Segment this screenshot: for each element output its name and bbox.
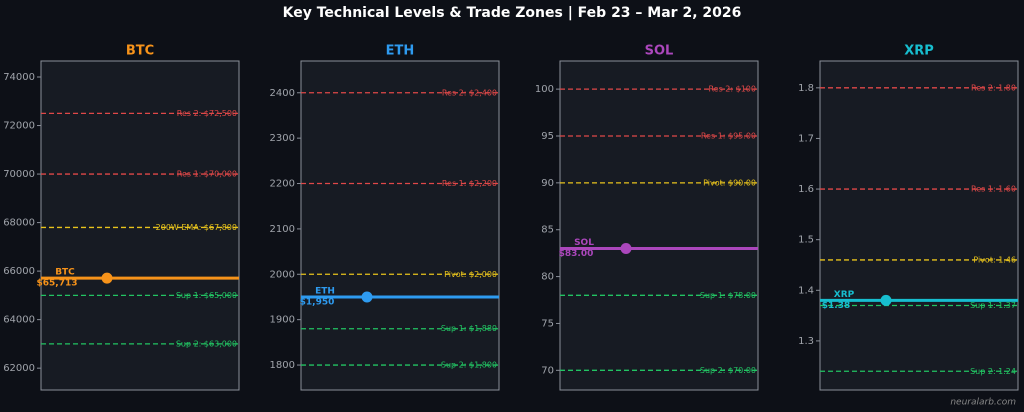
y-tick-label: 66000 xyxy=(3,266,35,277)
price-value: $1.38 xyxy=(822,301,850,311)
y-tick-label: 1.4 xyxy=(798,285,814,296)
y-tick-label: 2000 xyxy=(270,269,295,280)
y-tick-label: 70 xyxy=(541,365,554,376)
price-value: $83.00 xyxy=(559,249,594,259)
level-label: Pivot: 1.46 xyxy=(973,255,1016,264)
y-tick-label: 80 xyxy=(541,272,554,283)
price-name: SOL xyxy=(574,238,594,248)
price-name: ETH xyxy=(315,286,335,296)
y-tick-label: 62000 xyxy=(3,363,35,374)
y-tick-label: 1.8 xyxy=(798,83,814,94)
price-dot xyxy=(880,294,892,306)
y-tick-label: 100 xyxy=(535,84,554,95)
main-title: Key Technical Levels & Trade Zones | Feb… xyxy=(283,5,742,21)
y-tick-label: 2300 xyxy=(270,133,295,144)
level-label: Sup 2: $63,000 xyxy=(176,339,237,348)
y-tick-label: 95 xyxy=(541,131,554,142)
level-label: Res 2: 1.80 xyxy=(971,83,1016,92)
panel xyxy=(819,60,1019,391)
y-tick-label: 70000 xyxy=(3,169,35,180)
price-name: XRP xyxy=(834,290,855,300)
panel-title: SOL xyxy=(645,44,674,59)
y-tick-label: 64000 xyxy=(3,315,35,326)
y-tick-label: 68000 xyxy=(3,218,35,229)
price-dot xyxy=(361,291,373,303)
y-tick-label: 1800 xyxy=(270,360,295,371)
y-tick-label: 90 xyxy=(541,178,554,189)
panel xyxy=(559,60,759,391)
level-label: Sup 1: $1,880 xyxy=(441,324,497,333)
y-tick-label: 1900 xyxy=(270,315,295,326)
price-value: $1,950 xyxy=(300,297,335,307)
y-tick-label: 2400 xyxy=(270,88,295,99)
y-tick-label: 85 xyxy=(541,225,554,236)
level-label: Res 2: $100 xyxy=(708,85,756,94)
price-value: $65,713 xyxy=(37,279,78,289)
level-label: Res 2: $72,500 xyxy=(177,109,237,118)
level-label: Res 1: $70,000 xyxy=(177,170,237,179)
level-label: 200W EMA: $67,800 xyxy=(156,223,237,232)
level-label: Sup 1: $65,000 xyxy=(176,291,237,300)
panel xyxy=(300,60,500,391)
price-name: BTC xyxy=(55,268,75,278)
panel xyxy=(40,60,240,391)
price-dot xyxy=(101,272,113,284)
y-tick-label: 1.3 xyxy=(798,336,814,347)
price-dot xyxy=(620,242,632,254)
y-tick-label: 75 xyxy=(541,318,554,329)
y-tick-label: 74000 xyxy=(3,72,35,83)
level-label: Sup 2: $70.00 xyxy=(700,366,756,375)
panel-title: XRP xyxy=(904,44,934,59)
panel-title: BTC xyxy=(126,44,154,59)
level-label: Res 1: 1.60 xyxy=(971,185,1016,194)
credit: neuralarb.com xyxy=(950,398,1016,408)
level-label: Sup 1: 1.37 xyxy=(970,301,1016,310)
level-label: Res 1: $2,200 xyxy=(442,179,497,188)
level-label: Pivot: $90.00 xyxy=(703,178,756,187)
level-label: Res 1: $95.00 xyxy=(701,131,756,140)
panel-title: ETH xyxy=(386,44,415,59)
y-tick-label: 2200 xyxy=(270,179,295,190)
y-tick-label: 1.5 xyxy=(798,235,814,246)
level-label: Sup 2: $1,800 xyxy=(441,361,497,370)
y-tick-label: 1.6 xyxy=(798,184,814,195)
y-tick-label: 72000 xyxy=(3,121,35,132)
level-label: Pivot: $2,000 xyxy=(444,270,497,279)
level-label: Sup 1: $78.00 xyxy=(700,291,756,300)
level-label: Res 2: $2,400 xyxy=(442,88,497,97)
level-label: Sup 2: 1.24 xyxy=(970,367,1016,376)
y-tick-label: 2100 xyxy=(270,224,295,235)
y-tick-label: 1.7 xyxy=(798,133,814,144)
